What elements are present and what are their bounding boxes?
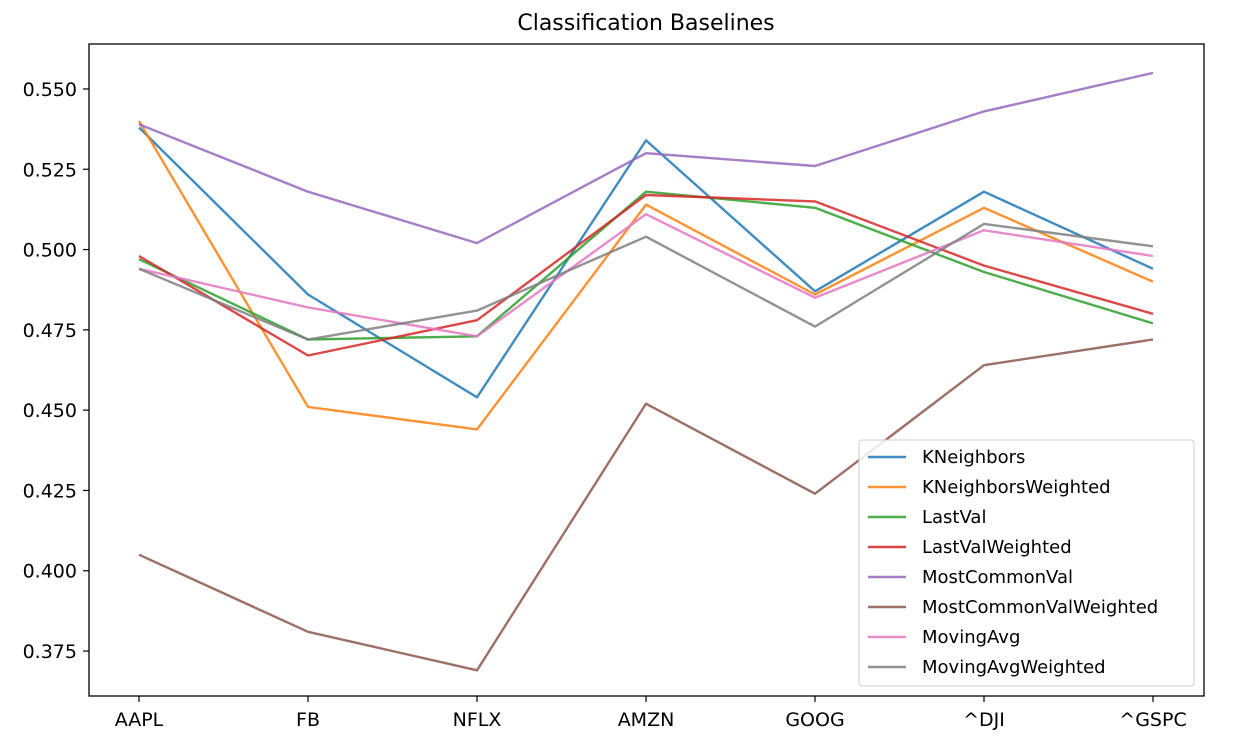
series-line-mostcommonvalweighted (138, 338, 1154, 672)
x-tick-label: GOOG (785, 709, 844, 731)
y-tick-label: 0.425 (23, 480, 77, 502)
y-tick-label: 0.550 (23, 79, 77, 101)
series-line-kneighbors (138, 126, 1154, 399)
series-layer (137, 71, 1154, 672)
legend-label: LastVal (922, 507, 986, 528)
x-tick-label: FB (296, 709, 320, 731)
legend-label: MovingAvgWeighted (922, 657, 1106, 678)
x-tick-label: NFLX (453, 709, 502, 731)
series-line-kneighborsweighted (137, 120, 1154, 431)
x-axis: AAPL FB NFLX AMZN GOOG ^DJI ^GSPC (115, 696, 1187, 731)
y-tick-label: 0.400 (23, 561, 77, 583)
y-tick-label: 0.450 (23, 400, 77, 422)
legend-label: LastValWeighted (922, 537, 1072, 558)
series-line-movingavgweighted (138, 222, 1154, 341)
legend: KNeighbors KNeighborsWeighted LastVal LastV… (858, 439, 1195, 687)
x-tick-label: AAPL (115, 709, 164, 731)
y-tick-label: 0.375 (23, 641, 77, 663)
legend-label: MostCommonVal (922, 567, 1073, 588)
legend-label: KNeighbors (922, 447, 1025, 468)
x-tick-label: ^GSPC (1119, 709, 1186, 731)
legend-label: MovingAvg (922, 627, 1020, 648)
y-tick-label: 0.500 (23, 240, 77, 262)
series-line-movingavg (138, 212, 1154, 338)
legend-label: KNeighborsWeighted (922, 477, 1111, 498)
legend-label: MostCommonValWeighted (922, 597, 1158, 618)
x-tick-label: ^DJI (963, 709, 1005, 731)
y-axis: 0.375 0.400 0.425 0.450 0.475 0.500 0.525 0.550 (23, 79, 89, 663)
x-tick-label: AMZN (618, 709, 675, 731)
chart-title: Classification Baselines (517, 11, 774, 36)
y-tick-label: 0.475 (23, 320, 77, 342)
legend-frame (858, 439, 1195, 687)
series-line-lastvalweighted (138, 193, 1154, 357)
y-tick-label: 0.525 (23, 159, 77, 181)
series-line-mostcommonval (138, 71, 1154, 245)
